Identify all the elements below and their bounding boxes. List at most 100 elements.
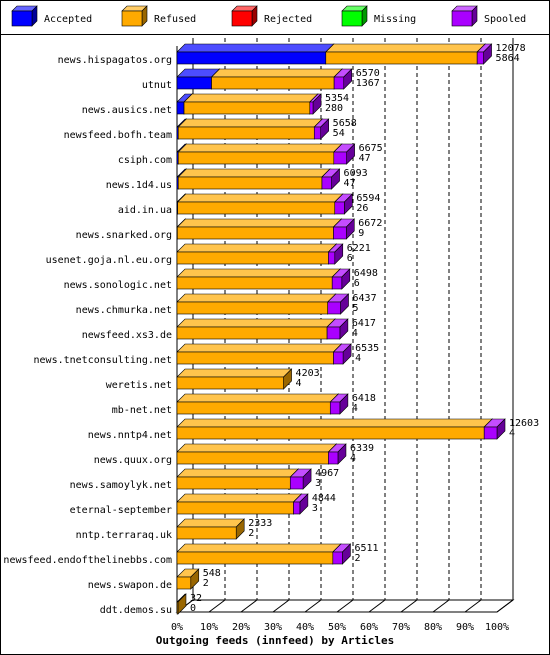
bar-segment — [331, 276, 343, 290]
x-tick-label: 50% — [328, 622, 346, 633]
bar-segment — [176, 551, 334, 565]
bar-segment — [289, 476, 304, 490]
offered-label: 4203 — [296, 368, 320, 379]
bar-segment — [176, 526, 237, 540]
offered-label: 2333 — [248, 518, 272, 529]
y-tick-label: news.samoylyk.net — [70, 480, 172, 491]
accepted-label: 280 — [325, 103, 343, 114]
accepted-label: 3 — [315, 478, 321, 489]
bar-segment — [483, 426, 498, 440]
bar-top — [176, 293, 337, 303]
accepted-label: 5864 — [496, 53, 520, 64]
accepted-label: 4 — [352, 403, 358, 414]
x-axis-title: Outgoing feeds (innfeed) by Articles — [156, 634, 394, 647]
bar-segment — [176, 376, 284, 390]
offered-label: 12603 — [509, 418, 539, 429]
bar-top — [176, 243, 338, 253]
offered-label: 548 — [203, 568, 221, 579]
y-tick-label: news.tnetconsulting.net — [34, 355, 172, 366]
bar-top — [177, 118, 324, 128]
x-tick-label: 10% — [200, 622, 218, 633]
legend-swatch — [231, 10, 253, 27]
tick-mark — [304, 599, 322, 613]
tick-mark — [464, 599, 482, 613]
y-tick-label: eternal-september — [70, 505, 172, 516]
bar-segment — [326, 326, 341, 340]
bar-top — [210, 68, 343, 78]
bar-segment — [177, 176, 323, 190]
tick-mark — [432, 599, 450, 613]
y-tick-label: news.quux.org — [94, 455, 172, 466]
tick-mark — [400, 599, 418, 613]
accepted-label: 26 — [356, 203, 368, 214]
y-tick-label: aid.in.ua — [118, 205, 172, 216]
legend-label: Spooled — [484, 14, 526, 25]
bar-segment — [177, 151, 335, 165]
accepted-label: 5 — [353, 303, 359, 314]
bar-segment — [309, 101, 314, 115]
y-tick-label: news.chmurka.net — [76, 305, 172, 316]
y-tick-label: weretis.net — [106, 380, 172, 391]
bar-segment — [328, 251, 336, 265]
y-tick-label: news.1d4.us — [106, 180, 172, 191]
y-tick-label: utnut — [142, 80, 172, 91]
offered-label: 4967 — [315, 468, 339, 479]
bar-segment — [325, 51, 478, 65]
bar-segment — [334, 201, 345, 215]
y-tick-label: news.nntp4.net — [88, 430, 172, 441]
accepted-label: 47 — [359, 153, 371, 164]
y-tick-label: newsfeed.xs3.de — [82, 330, 172, 341]
accepted-label: 4 — [352, 328, 358, 339]
bar-top — [325, 43, 486, 53]
bar-top — [176, 218, 343, 228]
legend-label: Accepted — [44, 14, 92, 25]
bar-segment — [177, 126, 315, 140]
bar-segment — [327, 301, 341, 315]
x-tick-label: 40% — [296, 622, 314, 633]
accepted-label: 4 — [296, 378, 302, 389]
x-tick-label: 60% — [360, 622, 378, 633]
y-tick-label: news.ausics.net — [82, 105, 172, 116]
y-tick-label: usenet.goja.nl.eu.org — [46, 255, 172, 266]
tick-mark — [208, 599, 226, 613]
accepted-label: 0 — [190, 603, 196, 614]
accepted-label: 6 — [354, 278, 360, 289]
bar-segment — [176, 101, 185, 115]
accepted-label: 6 — [347, 253, 353, 264]
bar-segment — [183, 101, 311, 115]
accepted-label: 2 — [248, 528, 254, 539]
accepted-label: 1367 — [356, 78, 380, 89]
y-tick-label: nntp.terraraq.uk — [76, 530, 172, 541]
y-tick-label: news.hispagatos.org — [58, 55, 172, 66]
bar-top — [177, 143, 343, 153]
bar-top — [176, 443, 338, 453]
y-tick-label: news.snarked.org — [76, 230, 172, 241]
offered-label: 6417 — [352, 318, 376, 329]
bar-segment — [328, 451, 339, 465]
offered-label: 5658 — [333, 118, 357, 129]
bar-segment — [176, 76, 212, 90]
y-tick-label: csiph.com — [118, 155, 172, 166]
bar-segment — [321, 176, 332, 190]
bar-segment — [176, 326, 328, 340]
bar-segment — [176, 301, 329, 315]
tick-mark — [336, 599, 354, 613]
offered-label: 6511 — [354, 543, 378, 554]
offered-label: 6498 — [354, 268, 378, 279]
offered-label: 6093 — [344, 168, 368, 179]
y-tick-label: mb-net.net — [112, 405, 172, 416]
bar-segment — [176, 351, 334, 365]
offered-label: 6437 — [353, 293, 377, 304]
bar-top — [176, 518, 245, 528]
bar-segment — [333, 76, 345, 90]
x-tick-label: 90% — [456, 622, 474, 633]
bar-segment — [211, 76, 335, 90]
bar-segment — [313, 126, 321, 140]
y-tick-label: newsfeed.endofthelinebbs.com — [3, 555, 172, 566]
x-tick-label: 80% — [424, 622, 442, 633]
x-tick-label: 70% — [392, 622, 410, 633]
accepted-label: 47 — [344, 178, 356, 189]
bar-segment — [176, 401, 331, 415]
bar-segment — [176, 601, 179, 615]
